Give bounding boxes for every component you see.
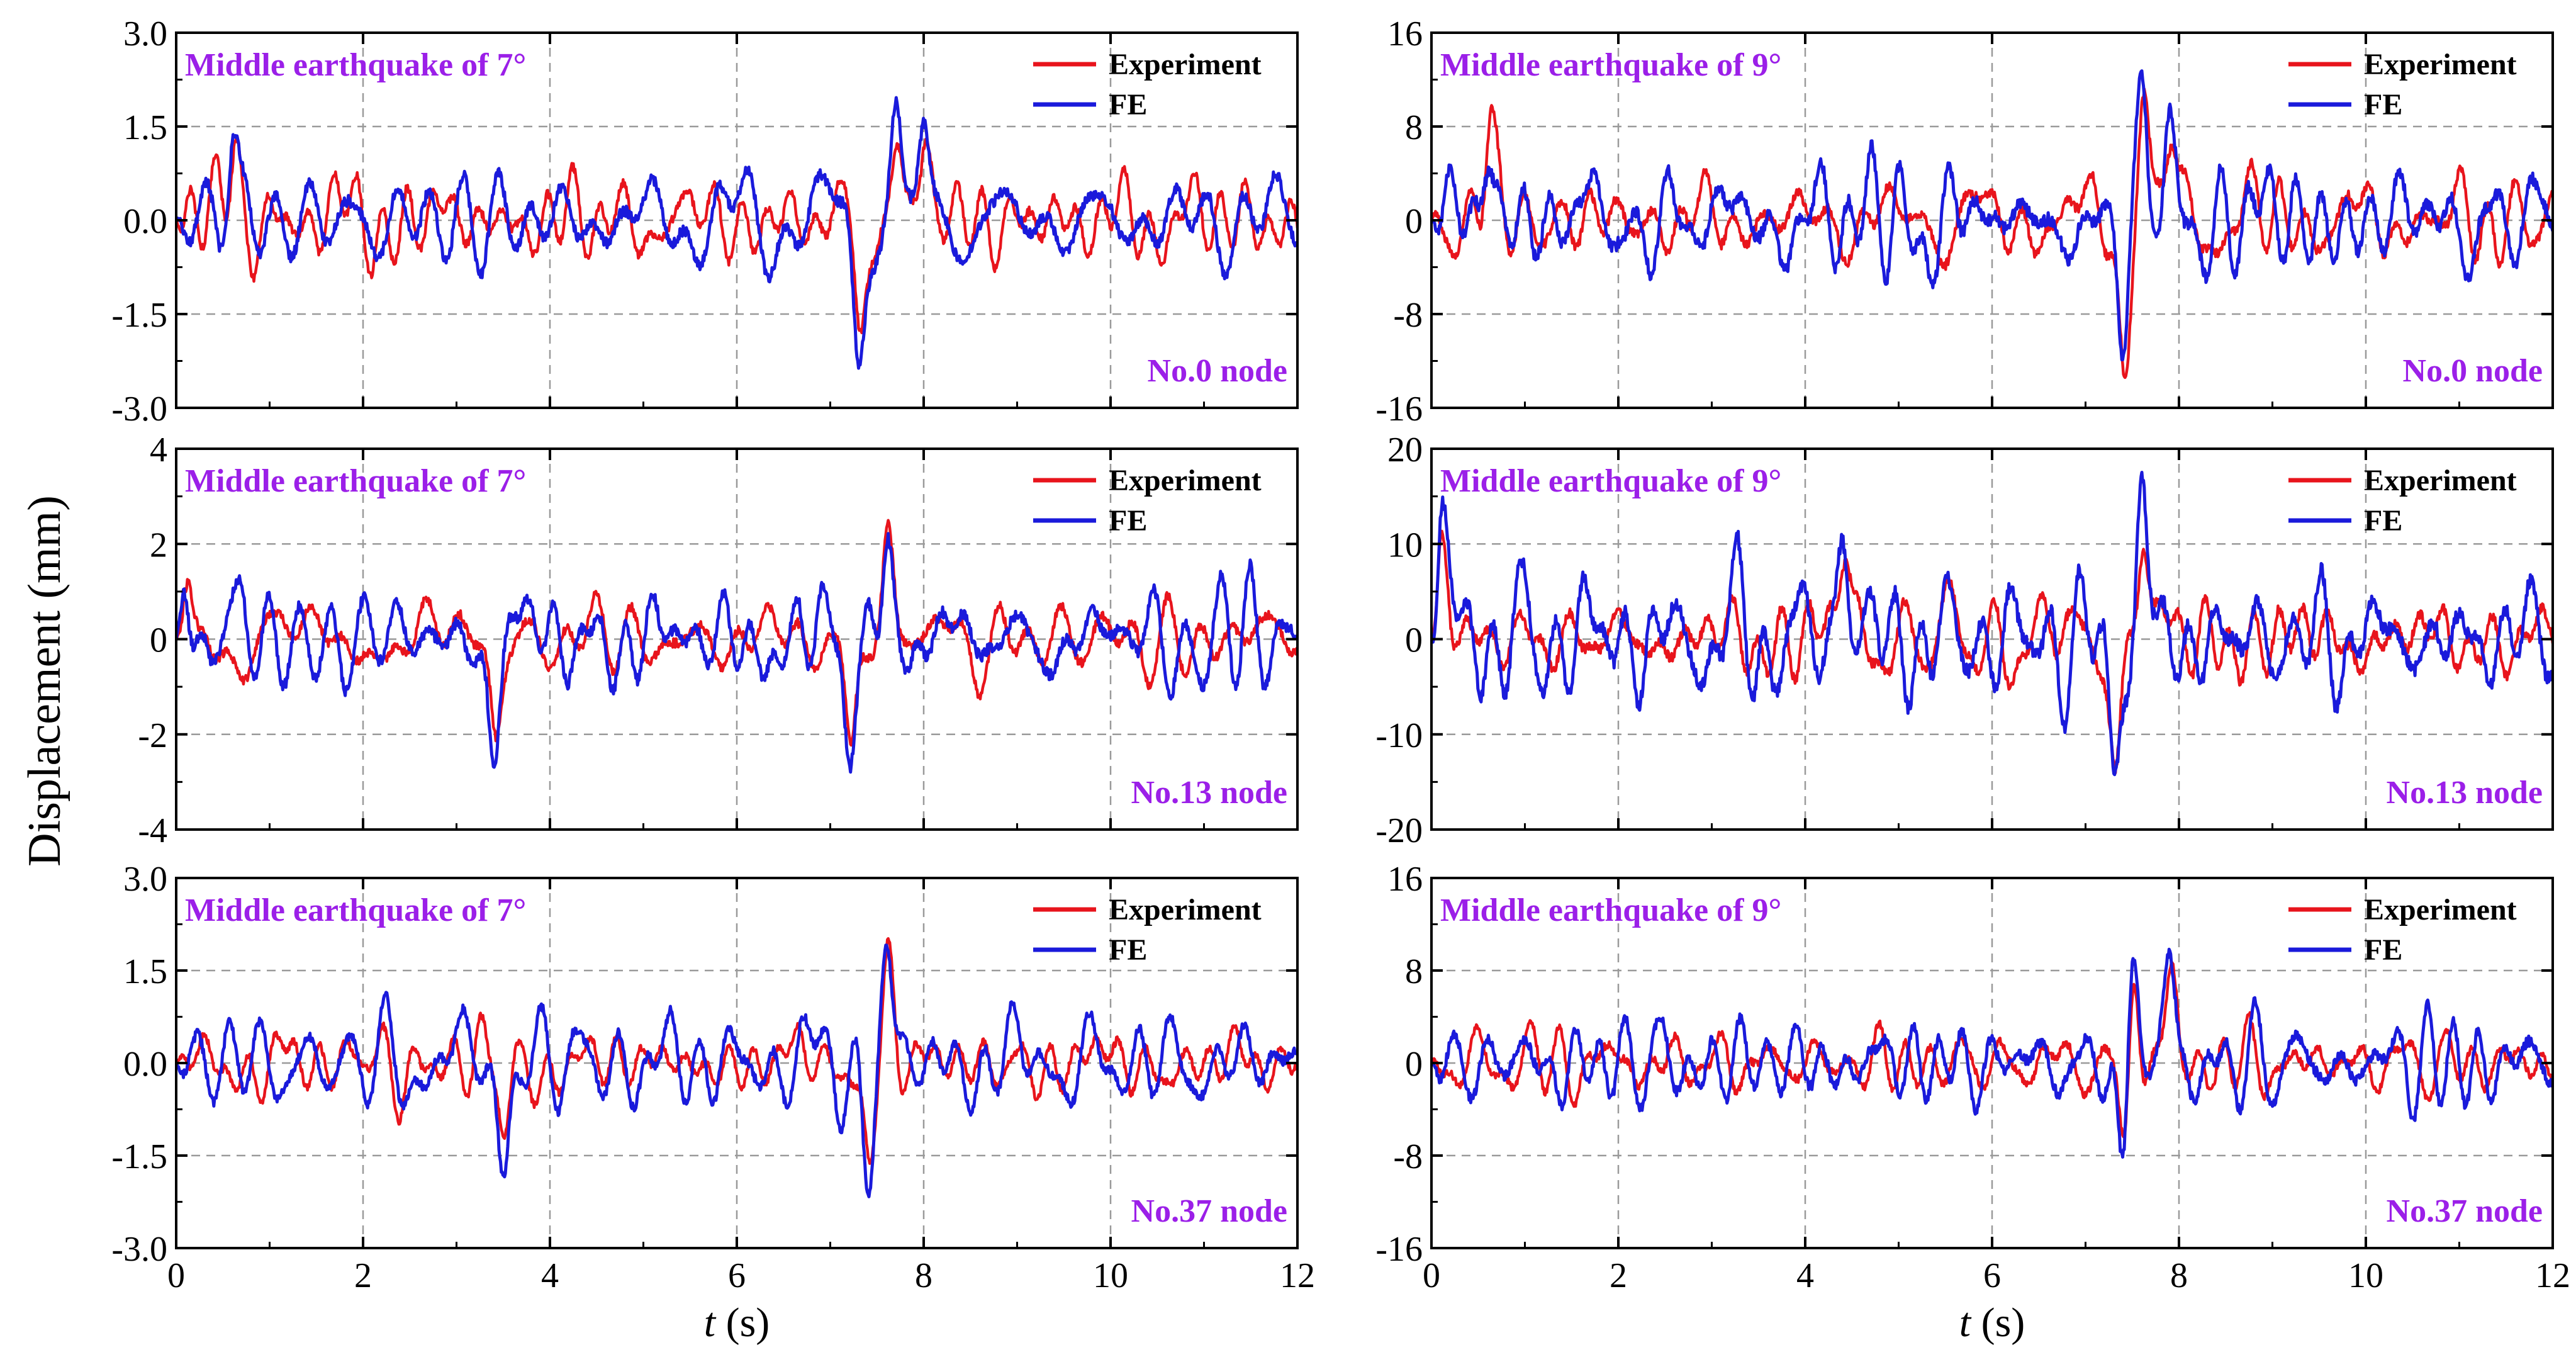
y-tick-label: 8 <box>1405 108 1423 147</box>
y-tick-label: 1.5 <box>123 952 167 991</box>
panel-title: Middle earthquake of 7° <box>185 463 526 499</box>
legend: Experiment FE <box>2288 893 2517 967</box>
node-label: No.13 node <box>1131 775 1287 811</box>
y-tick-label: 3.0 <box>123 860 167 899</box>
series-line-fe <box>176 943 1297 1198</box>
panel-p20: 3.0 1.5 0.0 -1.5 -3.00 2 4 6 8 10 12 t (s) Middle ea… <box>111 860 1315 1346</box>
y-tick-label: -16 <box>1375 1230 1423 1269</box>
series-line-fe <box>1431 947 2553 1159</box>
y-tick-label: 0 <box>1405 202 1423 241</box>
y-tick-label: -4 <box>138 811 167 850</box>
legend: Experiment FE <box>2288 48 2517 121</box>
y-tick-label: 0 <box>150 621 167 660</box>
x-tick-label: 12 <box>2535 1256 2570 1295</box>
y-tick-label: -20 <box>1375 811 1423 850</box>
series-line-fe <box>1431 471 2553 777</box>
y-tick-label: -3.0 <box>111 390 167 429</box>
series-line-experiment <box>176 519 1297 747</box>
panel-title: Middle earthquake of 9° <box>1440 892 1781 928</box>
node-label: No.37 node <box>1131 1193 1287 1229</box>
series-line-fe <box>1431 69 2553 362</box>
y-tick-label: -8 <box>1393 1137 1423 1176</box>
y-tick-label: -3.0 <box>111 1230 167 1269</box>
y-tick-label: -16 <box>1375 390 1423 429</box>
x-tick-label: 4 <box>541 1256 559 1295</box>
series-line-fe <box>176 532 1297 774</box>
panel-p01: 16 8 0 -8 -16 Middle earthquake of 9° No.0 nod… <box>1375 14 2554 429</box>
y-tick-label: 4 <box>150 431 167 470</box>
y-tick-label: -2 <box>138 716 167 755</box>
y-tick-label: 1.5 <box>123 108 167 147</box>
x-tick-label: 0 <box>1423 1256 1440 1295</box>
legend-label-experiment: Experiment <box>1109 464 1262 497</box>
panel-title: Middle earthquake of 7° <box>185 892 526 928</box>
x-tick-label: 8 <box>2170 1256 2188 1295</box>
legend-label-fe: FE <box>2364 504 2402 537</box>
legend: Experiment FE <box>1033 464 1262 537</box>
series-line-experiment <box>176 937 1297 1165</box>
y-tick-label: -1.5 <box>111 1137 167 1176</box>
y-tick-label: 0.0 <box>123 1045 167 1084</box>
y-tick-label: 20 <box>1387 431 1423 470</box>
y-axis-label: Displacement (mm) <box>19 495 70 867</box>
legend-label-fe: FE <box>1109 88 1147 121</box>
x-tick-label: 12 <box>1280 1256 1315 1295</box>
panel-title: Middle earthquake of 9° <box>1440 47 1781 83</box>
legend: Experiment FE <box>1033 893 1262 967</box>
panel-p10: 4 2 0 -2 -4 Middle earthquake of 7° No.13 node… <box>138 431 1299 850</box>
legend-label-fe: FE <box>1109 933 1147 967</box>
y-tick-label: 0 <box>1405 621 1423 660</box>
node-label: No.0 node <box>2403 353 2543 389</box>
y-tick-label: 0 <box>1405 1045 1423 1084</box>
legend-label-fe: FE <box>2364 933 2402 967</box>
x-tick-label: 4 <box>1796 1256 1814 1295</box>
x-tick-label: 6 <box>728 1256 746 1295</box>
legend-label-experiment: Experiment <box>2364 48 2517 81</box>
y-tick-label: 3.0 <box>123 14 167 53</box>
y-tick-label: -10 <box>1375 716 1423 755</box>
node-label: No.0 node <box>1148 353 1287 389</box>
legend-label-experiment: Experiment <box>2364 464 2517 497</box>
y-tick-label: 16 <box>1387 860 1423 899</box>
x-tick-label: 0 <box>167 1256 185 1295</box>
legend-label-experiment: Experiment <box>2364 893 2517 926</box>
panel-title: Middle earthquake of 9° <box>1440 463 1781 499</box>
panel-p11: 20 10 0 -10 -20 Middle earthquake of 9° No.13 … <box>1375 431 2554 850</box>
y-tick-label: -8 <box>1393 296 1423 335</box>
x-tick-label: 10 <box>2348 1256 2383 1295</box>
series-line-experiment <box>1431 529 2553 775</box>
x-tick-label: 2 <box>1610 1256 1627 1295</box>
y-tick-label: 0.0 <box>123 202 167 241</box>
x-tick-label: 6 <box>1983 1256 2001 1295</box>
y-tick-label: 8 <box>1405 952 1423 991</box>
y-tick-label: 10 <box>1387 526 1423 565</box>
legend: Experiment FE <box>1033 48 1262 121</box>
panel-p00: 3.0 1.5 0.0 -1.5 -3.0 Middle earthquake of 7°… <box>111 14 1299 429</box>
node-label: No.37 node <box>2387 1193 2543 1229</box>
x-axis-label: t (s) <box>704 1300 770 1346</box>
x-tick-label: 8 <box>915 1256 932 1295</box>
x-tick-label: 2 <box>354 1256 372 1295</box>
legend-label-experiment: Experiment <box>1109 893 1262 926</box>
node-label: No.13 node <box>2387 775 2543 811</box>
x-axis-label: t (s) <box>1959 1300 2025 1346</box>
y-tick-label: 16 <box>1387 14 1423 53</box>
legend-label-experiment: Experiment <box>1109 48 1262 81</box>
y-tick-label: 2 <box>150 526 167 565</box>
y-tick-label: -1.5 <box>111 296 167 335</box>
legend: Experiment FE <box>2288 464 2517 537</box>
legend-label-fe: FE <box>2364 88 2402 121</box>
legend-label-fe: FE <box>1109 504 1147 537</box>
x-tick-label: 10 <box>1093 1256 1128 1295</box>
series-line-fe <box>176 96 1297 370</box>
series-line-experiment <box>1431 87 2553 380</box>
panel-title: Middle earthquake of 7° <box>185 47 526 83</box>
grid <box>176 449 1297 830</box>
